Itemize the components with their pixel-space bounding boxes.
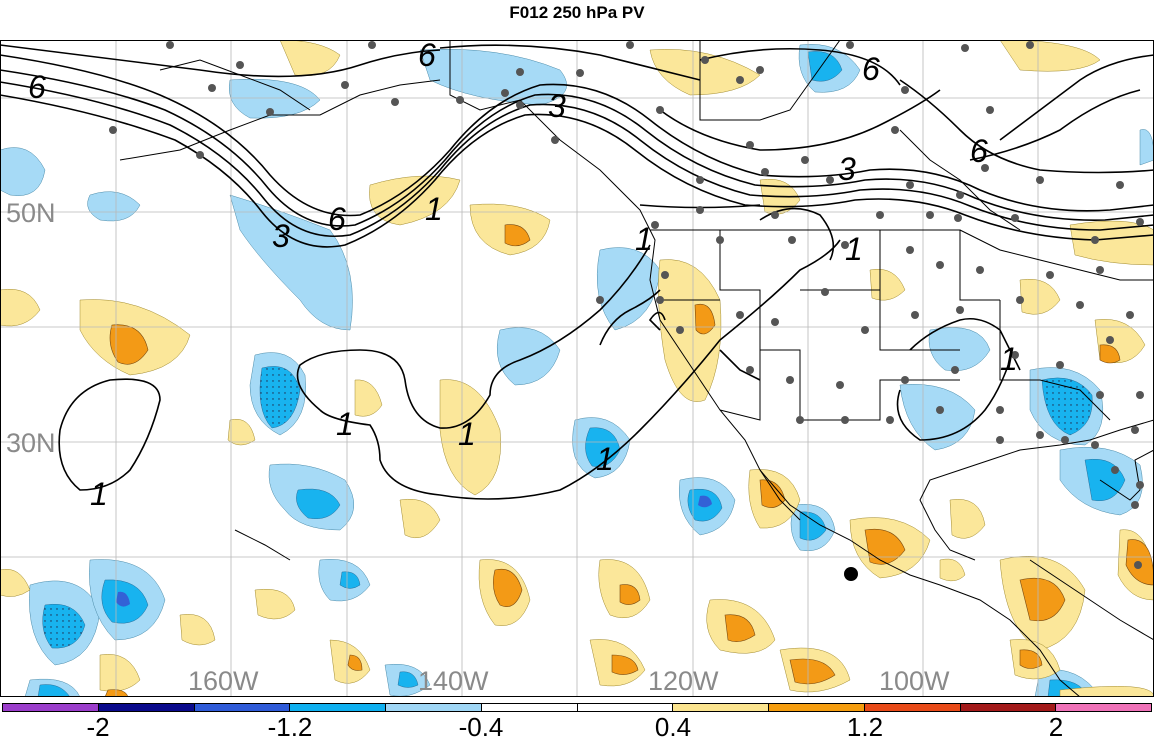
stippling bbox=[42, 366, 1093, 649]
colorbar-segment bbox=[98, 704, 195, 711]
map-title: F012 250 hPa PV bbox=[509, 3, 645, 22]
colorbar-tick-label: 2 bbox=[1048, 712, 1064, 742]
colorbar-segment bbox=[577, 704, 674, 711]
pv-contours bbox=[0, 44, 1154, 500]
colorbar-segment bbox=[386, 704, 482, 711]
station-markers bbox=[109, 41, 1144, 569]
lon-label-120w: 120W bbox=[648, 666, 719, 696]
contour-label: 6 bbox=[862, 51, 880, 87]
colorbar-segment bbox=[960, 704, 1057, 711]
colorbar-tick-label: 0.4 bbox=[654, 712, 692, 742]
strong-negative-pv-shading bbox=[37, 51, 1126, 697]
lon-label-100w: 100W bbox=[879, 666, 950, 696]
contour-label: 6 bbox=[28, 69, 46, 105]
strong-positive-pv-shading bbox=[104, 224, 1154, 697]
colorbar-segment bbox=[673, 704, 769, 711]
lon-label-140w: 140W bbox=[418, 666, 489, 696]
lat-label-50n: 50N bbox=[6, 198, 56, 228]
contour-label: 3 bbox=[272, 218, 290, 254]
very-strong-negative-pv-shading bbox=[116, 495, 712, 607]
colorbar-segment bbox=[3, 704, 99, 711]
contour-label: 1 bbox=[845, 231, 863, 267]
contour-label: 1 bbox=[336, 406, 354, 442]
contour-label: 6 bbox=[328, 201, 346, 237]
contour-label: 3 bbox=[548, 88, 566, 124]
contour-label-group: 6 6 6 6 3 3 3 6 1 1 1 1 1 1 1 1 bbox=[28, 37, 1018, 512]
contour-label: 1 bbox=[635, 221, 653, 257]
colorbar-tick-label: 1.2 bbox=[846, 712, 884, 742]
colorbar-segment bbox=[481, 704, 578, 711]
colorbar-segment bbox=[864, 704, 961, 711]
location-marker bbox=[844, 567, 858, 581]
contour-label: 1 bbox=[90, 476, 108, 512]
contour-label: 3 bbox=[838, 151, 856, 187]
contour-label: 1 bbox=[596, 441, 614, 477]
colorbar-segment bbox=[194, 704, 291, 711]
colorbar-tick-label: -2 bbox=[86, 712, 110, 742]
lon-label-160w: 160W bbox=[188, 666, 259, 696]
colorbar-tick-label: -0.4 bbox=[458, 712, 504, 742]
colorbar-segment bbox=[290, 704, 386, 711]
contour-label: 1 bbox=[1000, 341, 1018, 377]
contour-label: 6 bbox=[418, 37, 436, 73]
colorbar bbox=[2, 703, 1152, 712]
colorbar-tick-label: -1.2 bbox=[267, 712, 313, 742]
contour-label: 1 bbox=[425, 191, 443, 227]
contour-label: 1 bbox=[458, 416, 476, 452]
colorbar-segment bbox=[1056, 704, 1151, 711]
lat-label-30n: 30N bbox=[6, 428, 56, 458]
colorbar-segment bbox=[769, 704, 865, 711]
contour-label: 6 bbox=[970, 133, 988, 169]
